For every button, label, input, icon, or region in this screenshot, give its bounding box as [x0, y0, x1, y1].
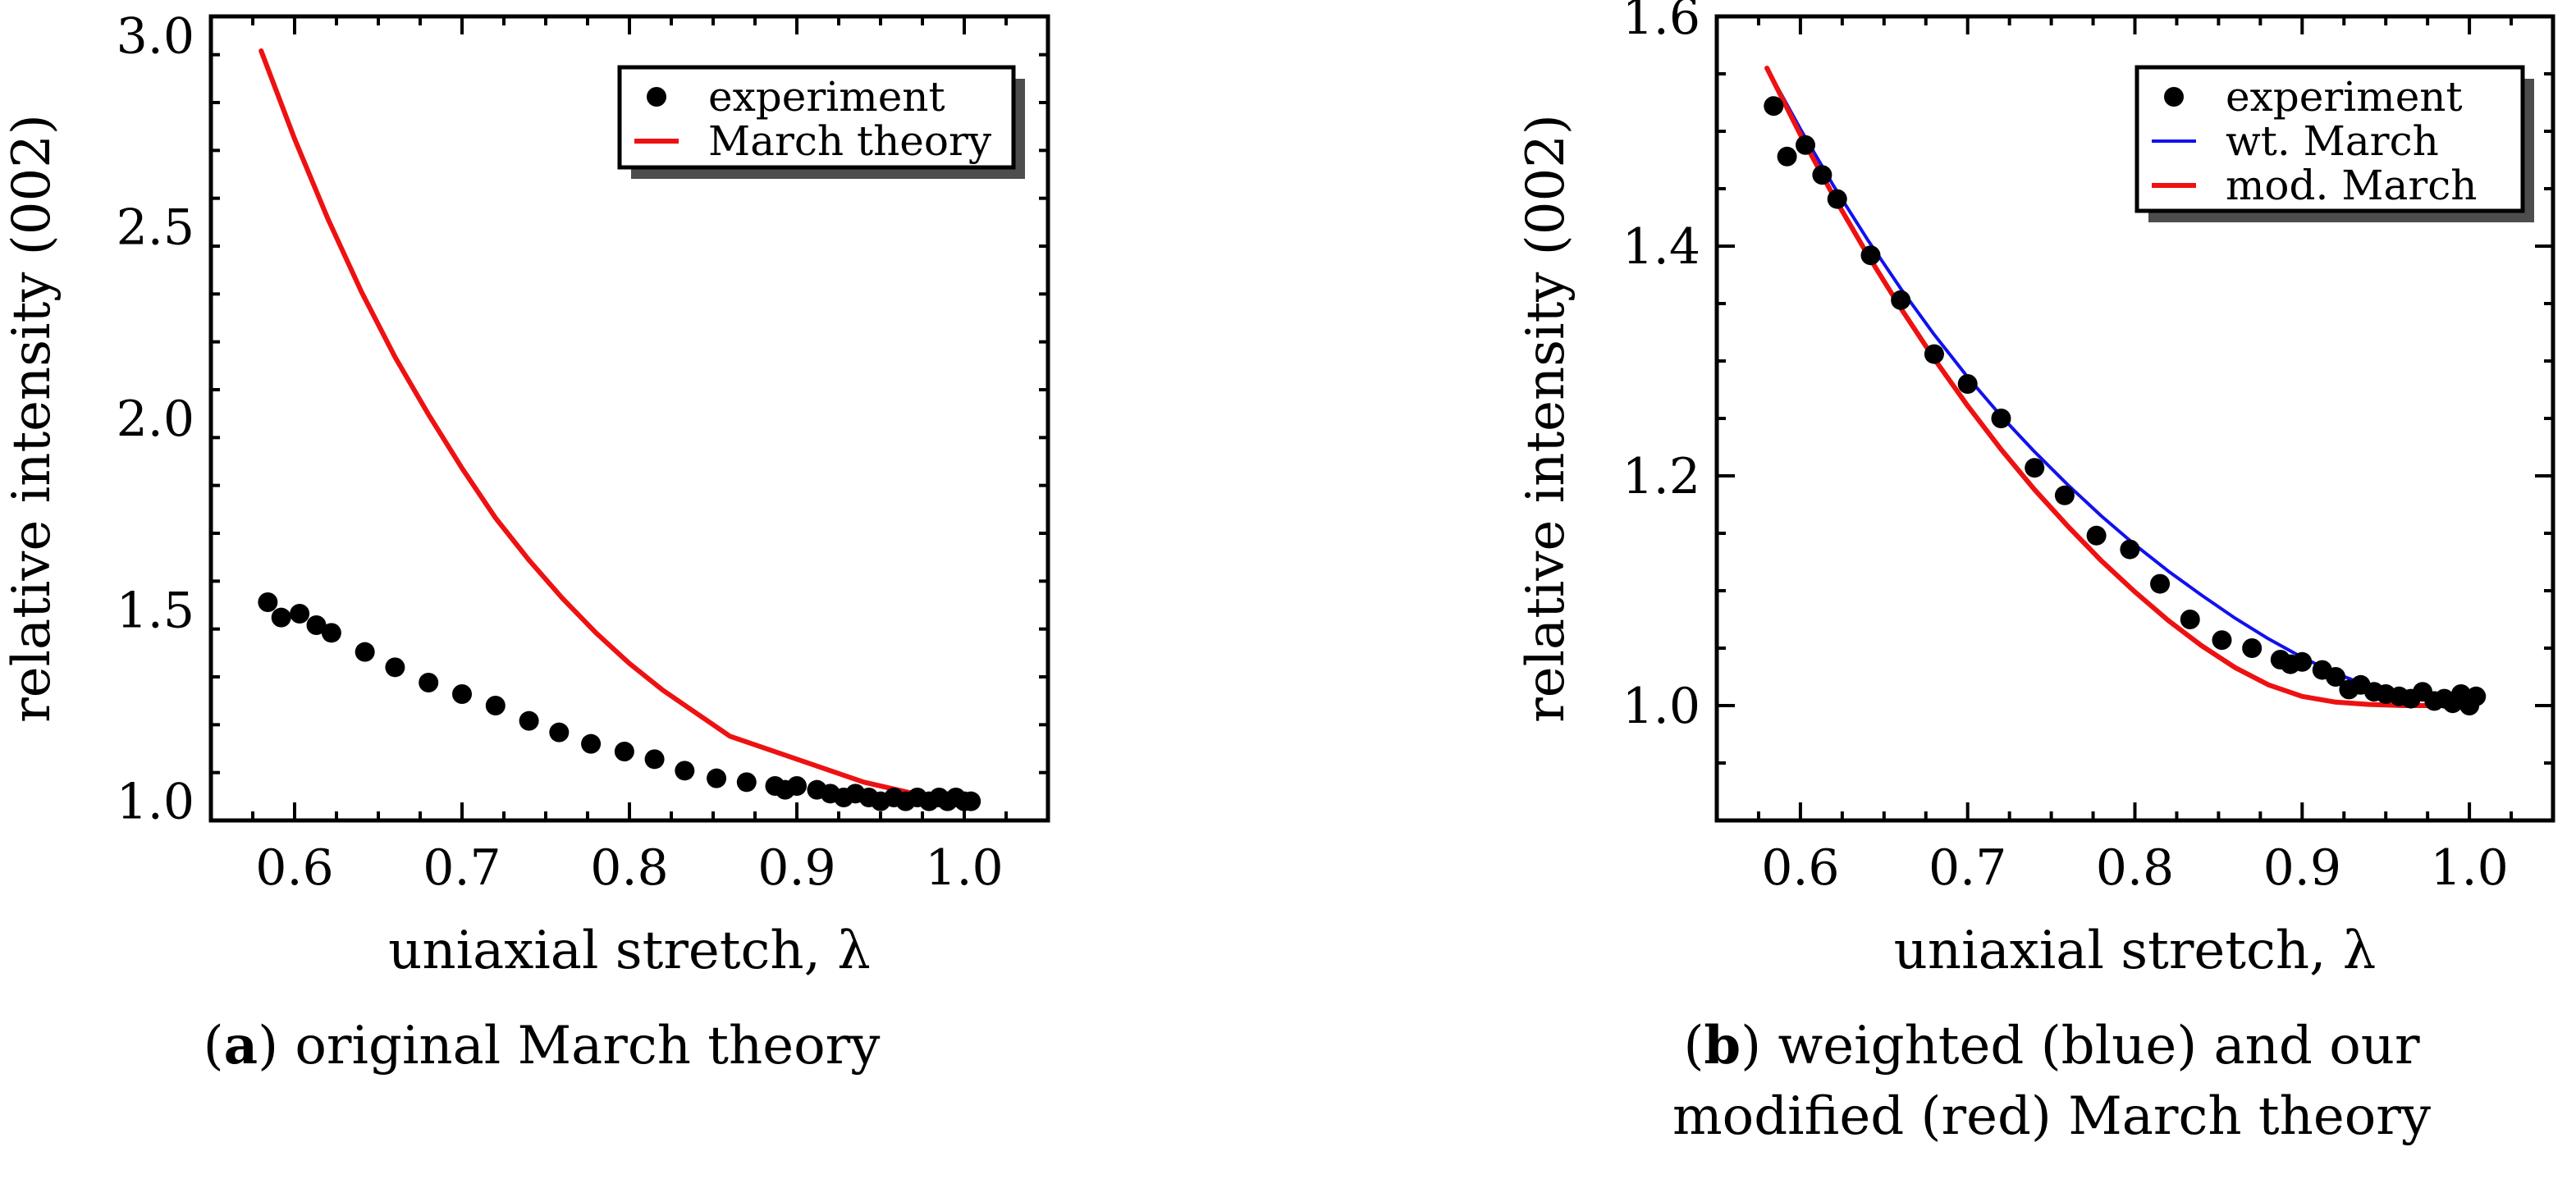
data-point: [321, 623, 341, 643]
data-point: [2292, 651, 2313, 672]
y-tick-label: 1.0: [117, 774, 194, 831]
legend-label: March theory: [708, 117, 992, 165]
y-tick-label: 1.6: [1622, 0, 1700, 46]
data-point: [2120, 539, 2140, 560]
caption-a: (a) original March theory: [203, 1015, 881, 1076]
plot-frame: [1714, 14, 2555, 823]
data-point: [787, 776, 807, 796]
x-tick-label: 0.8: [2096, 839, 2174, 897]
caption-b-line2: modified (red) March theory: [1672, 1086, 2432, 1147]
series-line-march-theory: [259, 48, 967, 804]
x-tick-label: 0.9: [757, 839, 835, 897]
y-axis-label: relative intensity (002): [2, 114, 62, 723]
data-point: [258, 592, 278, 612]
legend-box: [2134, 65, 2525, 213]
data-point: [355, 642, 375, 662]
caption-b-letter: b: [1704, 1015, 1741, 1076]
legend-label: mod. March: [2226, 162, 2477, 209]
data-point: [1891, 290, 1911, 310]
data-point: [306, 615, 327, 635]
legend-marker-points: [2164, 87, 2184, 107]
data-point: [1777, 146, 1797, 167]
chart-panel-b: 0.6 0.7 0.8 0.9 1.0 1.0 1.2 1.4 1.6 uniaxial stre…: [1516, 0, 2555, 981]
y-axis-label: relative intensity (002): [1516, 114, 1576, 723]
data-point: [290, 604, 310, 624]
x-tick-label: 0.9: [2263, 839, 2341, 897]
x-axis-label: uniaxial stretch, λ: [388, 921, 871, 981]
data-point: [2025, 458, 2045, 478]
data-point: [519, 711, 539, 731]
x-tick-label: 0.6: [255, 839, 333, 897]
data-point: [1957, 374, 1978, 394]
chart-panel-a: 0.6 0.7 0.8 0.9 1.0 1.0 1.5 2.0 2.5 3.0 uniaxial s…: [2, 7, 1050, 981]
data-point: [1860, 245, 1881, 266]
data-point: [2150, 573, 2171, 594]
legend-label: experiment: [2226, 73, 2463, 121]
data-point: [2180, 610, 2200, 629]
data-point: [2466, 686, 2487, 706]
plot-frame: [208, 14, 1050, 823]
data-point: [961, 791, 981, 811]
legend-marker-points: [647, 87, 666, 107]
data-point: [385, 657, 405, 678]
data-point: [707, 768, 727, 788]
legend-box: [617, 65, 1016, 170]
y-tick-label: 1.5: [117, 582, 194, 639]
series-points-experiment: [1764, 96, 2487, 715]
data-point: [2242, 638, 2263, 658]
caption-b: (b) weighted (blue) and our modified (red…: [1672, 1015, 2432, 1147]
x-tick-label: 0.6: [1761, 839, 1839, 897]
series-line-mod-march: [1764, 66, 2473, 708]
x-tick-label: 0.7: [1929, 839, 2006, 897]
data-point: [1991, 409, 2011, 428]
data-point: [1796, 135, 1816, 155]
data-point: [1827, 189, 1847, 209]
data-point: [419, 673, 439, 692]
x-axis-label: uniaxial stretch, λ: [1894, 921, 2377, 981]
data-point: [485, 696, 506, 715]
legend-label: wt. March: [2226, 117, 2439, 165]
y-tick-label: 2.5: [117, 199, 194, 257]
caption-b-text: weighted (blue) and our: [1761, 1016, 2420, 1076]
data-point: [2326, 667, 2346, 687]
data-point: [1812, 165, 1832, 185]
data-point: [1764, 96, 1784, 117]
y-tick-label: 1.4: [1622, 218, 1700, 276]
data-point: [736, 772, 757, 793]
data-point: [2086, 525, 2107, 546]
x-tick-label: 1.0: [2430, 839, 2508, 897]
data-point: [644, 749, 665, 770]
y-tick-label: 1.2: [1622, 448, 1700, 505]
caption-a-letter: a: [223, 1015, 259, 1076]
x-tick-label: 0.7: [423, 839, 501, 897]
legend-label: experiment: [708, 73, 945, 121]
series-points-experiment: [258, 592, 981, 811]
caption-a-text: original March theory: [278, 1016, 881, 1076]
data-point: [581, 733, 602, 754]
y-tick-label: 2.0: [117, 391, 194, 448]
data-point: [2054, 485, 2075, 505]
data-point: [1924, 344, 1944, 364]
y-tick-label: 1.0: [1622, 678, 1700, 735]
data-point: [614, 742, 634, 761]
data-point: [675, 761, 695, 781]
data-point: [452, 684, 472, 704]
data-point: [2212, 630, 2232, 651]
data-point: [549, 722, 570, 742]
x-tick-label: 0.8: [590, 839, 668, 897]
data-point: [271, 607, 291, 628]
y-tick-label: 3.0: [117, 7, 194, 65]
x-tick-label: 1.0: [925, 839, 1003, 897]
